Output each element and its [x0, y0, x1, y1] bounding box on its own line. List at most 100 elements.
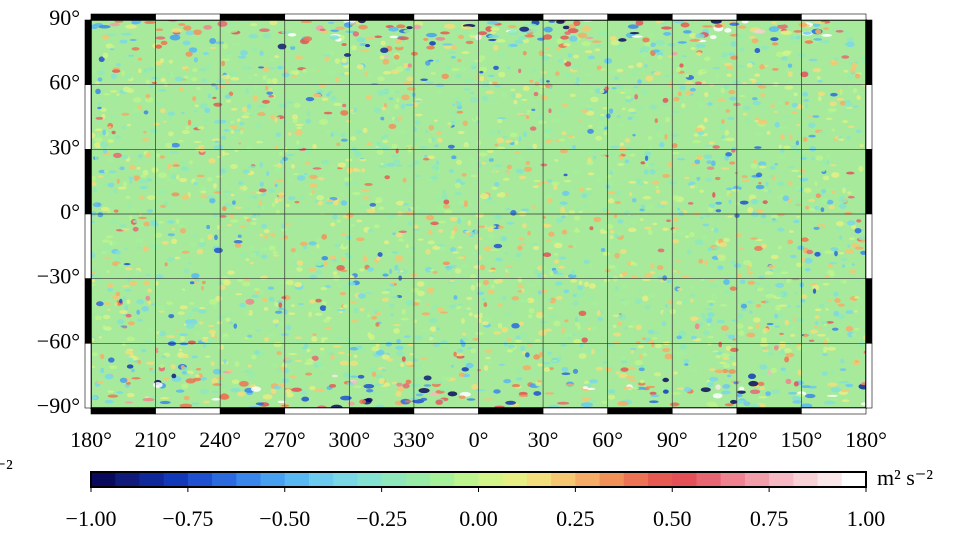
texture-blob — [806, 250, 813, 254]
texture-blob — [485, 157, 488, 163]
texture-blob — [749, 79, 755, 81]
texture-blob — [320, 348, 325, 351]
texture-blob — [305, 149, 311, 155]
texture-blob — [138, 345, 146, 349]
texture-blob — [97, 134, 101, 138]
texture-blob — [475, 389, 485, 391]
texture-blob — [179, 333, 188, 336]
texture-blob — [180, 343, 189, 346]
texture-blob — [513, 100, 517, 105]
texture-blob — [341, 257, 346, 261]
texture-blob — [649, 169, 655, 175]
texture-blob — [822, 353, 828, 356]
texture-blob — [214, 140, 219, 142]
texture-blob — [775, 283, 784, 288]
texture-blob — [286, 154, 295, 156]
texture-blob — [743, 260, 752, 265]
texture-blob — [674, 217, 679, 221]
texture-blob — [721, 325, 729, 331]
texture-blob — [493, 167, 496, 172]
texture-blob — [516, 377, 522, 381]
texture-blob — [170, 167, 177, 172]
texture-blob — [709, 323, 714, 328]
texture-blob — [289, 375, 297, 379]
texture-blob — [630, 112, 637, 114]
texture-blob — [559, 256, 567, 259]
texture-blob — [849, 62, 853, 65]
texture-blob — [420, 398, 427, 401]
texture-blob — [720, 304, 727, 306]
texture-blob — [253, 84, 259, 89]
colorbar-segment — [479, 472, 504, 487]
texture-blob — [749, 310, 753, 314]
texture-blob — [104, 327, 112, 331]
texture-blob — [780, 148, 785, 153]
texture-blob — [728, 52, 735, 56]
texture-blob — [279, 152, 282, 155]
texture-blob — [322, 98, 329, 101]
texture-blob — [704, 260, 708, 265]
texture-blob — [174, 162, 178, 164]
texture-blob — [197, 206, 204, 209]
texture-blob — [294, 282, 302, 287]
texture-blob — [381, 107, 386, 111]
texture-blob — [344, 72, 350, 75]
texture-blob — [545, 392, 555, 394]
texture-blob — [608, 395, 615, 400]
border-segment — [85, 20, 91, 85]
texture-blob — [823, 176, 830, 181]
texture-blob — [723, 238, 730, 242]
texture-blob — [104, 170, 107, 173]
texture-blob — [511, 89, 516, 91]
texture-blob — [108, 191, 112, 193]
texture-blob — [791, 170, 800, 172]
texture-blob — [374, 309, 378, 314]
texture-blob — [122, 326, 127, 328]
texture-blob — [598, 32, 609, 36]
texture-blob — [774, 111, 777, 113]
texture-blob — [95, 315, 102, 320]
lat-label: −90° — [37, 393, 80, 418]
texture-blob — [455, 183, 461, 189]
colorbar-label: −0.50 — [259, 506, 310, 531]
texture-blob — [389, 269, 392, 274]
texture-blob — [765, 391, 771, 396]
texture-blob — [415, 335, 423, 340]
texture-blob — [246, 88, 250, 94]
texture-blob — [462, 333, 466, 336]
texture-blob — [275, 199, 284, 202]
texture-blob — [152, 401, 160, 406]
colorbar-segment — [212, 472, 237, 487]
texture-blob — [332, 259, 338, 261]
texture-blob — [665, 304, 668, 307]
texture-blob — [414, 175, 421, 177]
texture-blob — [737, 65, 745, 68]
texture-blob — [183, 25, 191, 30]
texture-blob — [631, 321, 637, 327]
texture-blob — [285, 101, 293, 103]
texture-blob — [643, 353, 647, 356]
texture-blob — [792, 145, 797, 149]
texture-blob — [125, 401, 134, 403]
texture-blob — [368, 367, 376, 372]
texture-blob — [412, 108, 417, 112]
texture-blob — [666, 219, 671, 222]
texture-blob — [494, 144, 498, 147]
texture-blob — [410, 353, 414, 355]
texture-blob — [208, 337, 217, 341]
texture-blob — [798, 175, 802, 177]
texture-blob — [143, 131, 146, 134]
texture-blob — [557, 356, 561, 361]
texture-blob — [650, 394, 659, 397]
texture-blob — [151, 212, 158, 218]
texture-blob — [490, 31, 496, 33]
texture-blob — [206, 225, 210, 229]
texture-blob — [332, 131, 339, 136]
texture-blob — [742, 179, 749, 182]
texture-blob — [146, 362, 154, 365]
texture-blob — [480, 193, 489, 199]
texture-blob — [783, 195, 789, 201]
texture-blob — [536, 312, 544, 316]
texture-blob — [716, 73, 719, 78]
texture-blob — [132, 47, 140, 51]
